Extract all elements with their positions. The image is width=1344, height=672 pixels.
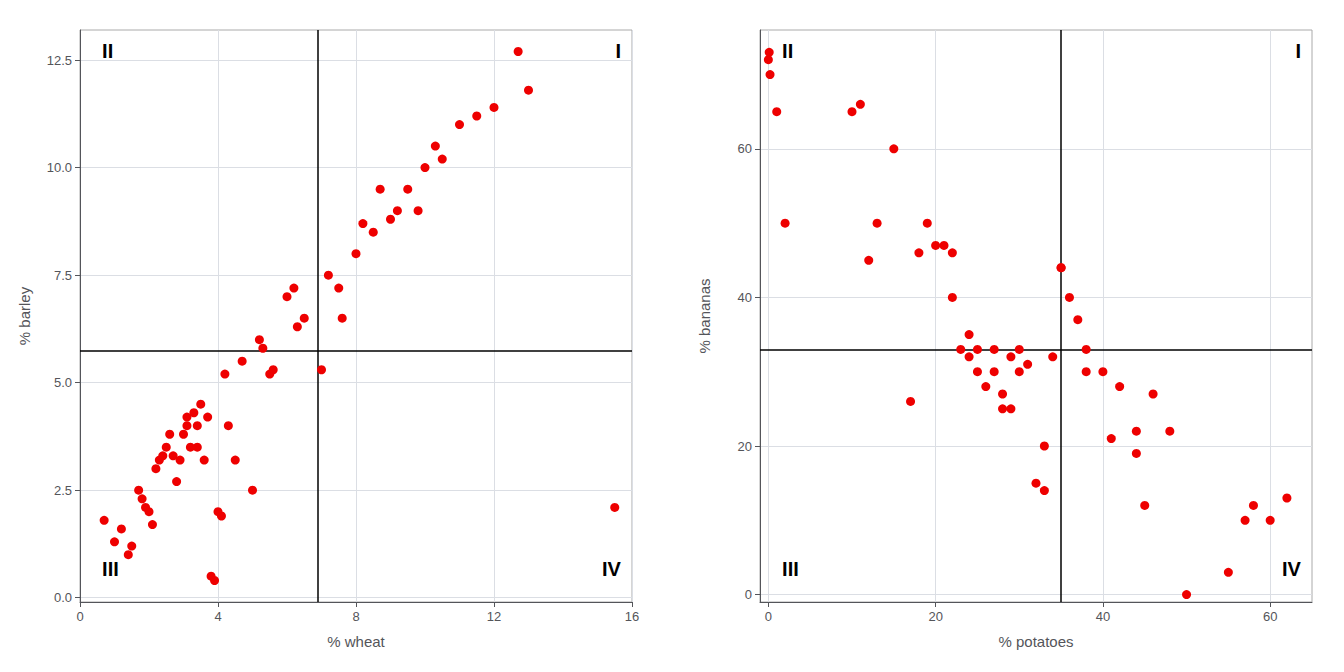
svg-text:60: 60 — [1263, 609, 1277, 624]
svg-text:II: II — [102, 40, 113, 62]
svg-text:0: 0 — [745, 587, 752, 602]
svg-text:2.5: 2.5 — [54, 483, 72, 498]
svg-text:20: 20 — [738, 439, 752, 454]
svg-text:0: 0 — [765, 609, 772, 624]
svg-text:12: 12 — [487, 609, 501, 624]
svg-text:40: 40 — [738, 290, 752, 305]
svg-text:16: 16 — [625, 609, 639, 624]
svg-text:0: 0 — [76, 609, 83, 624]
svg-text:III: III — [102, 558, 119, 580]
svg-text:III: III — [782, 558, 799, 580]
svg-text:% wheat: % wheat — [327, 633, 385, 650]
svg-text:12.5: 12.5 — [47, 53, 72, 68]
svg-text:IV: IV — [602, 558, 622, 580]
svg-text:% bananas: % bananas — [696, 278, 713, 353]
svg-text:II: II — [782, 40, 793, 62]
svg-text:I: I — [1295, 40, 1301, 62]
svg-text:5.0: 5.0 — [54, 375, 72, 390]
svg-text:7.5: 7.5 — [54, 268, 72, 283]
svg-text:% barley: % barley — [16, 286, 33, 345]
svg-text:60: 60 — [738, 141, 752, 156]
svg-text:I: I — [615, 40, 621, 62]
svg-text:4: 4 — [214, 609, 221, 624]
svg-text:% potatoes: % potatoes — [998, 633, 1073, 650]
svg-text:0.0: 0.0 — [54, 590, 72, 605]
svg-text:IV: IV — [1282, 558, 1302, 580]
svg-text:8: 8 — [352, 609, 359, 624]
svg-text:40: 40 — [1096, 609, 1110, 624]
svg-text:20: 20 — [928, 609, 942, 624]
svg-text:10.0: 10.0 — [47, 160, 72, 175]
